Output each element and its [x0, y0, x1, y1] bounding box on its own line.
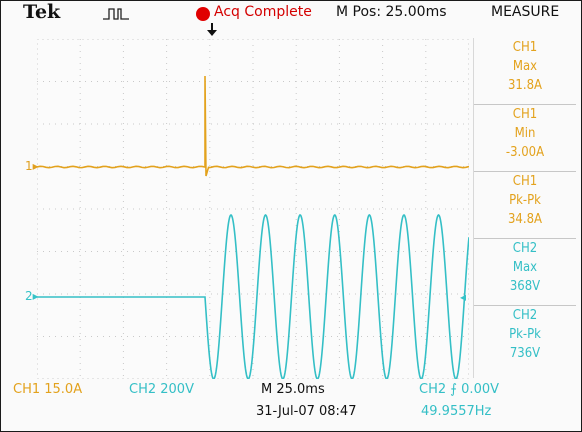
- trigger-level-marker: ◂: [460, 290, 467, 304]
- measure-channel: CH1: [512, 107, 538, 122]
- trigger-frequency: 49.9557Hz: [421, 404, 492, 419]
- horizontal-position: M Pos: 25.00ms: [336, 4, 447, 20]
- ch1-waveform: [37, 75, 469, 177]
- measure-value: 31.8A: [507, 78, 543, 93]
- trigger-position-icon: [207, 23, 217, 36]
- measure-value: 34.8A: [507, 212, 543, 227]
- measure-label: Pk-Pk: [509, 327, 541, 342]
- measure-ch2-max[interactable]: CH2 Max 368V: [474, 239, 576, 306]
- measure-menu-title[interactable]: MEASURE: [491, 4, 560, 20]
- measure-ch2-pkpk[interactable]: CH2 Pk-Pk 736V: [474, 306, 576, 372]
- ch1-scale: CH1 15.0A: [13, 382, 83, 397]
- acquisition-status: Acq Complete: [214, 4, 312, 20]
- status-bar: Tek Acq Complete M Pos: 25.00ms MEASURE: [1, 1, 582, 27]
- timebase: M 25.0ms: [261, 382, 325, 397]
- measure-ch1-max[interactable]: CH1 Max 31.8A: [474, 38, 576, 105]
- measure-ch1-pkpk[interactable]: CH1 Pk-Pk 34.8A: [474, 172, 576, 239]
- measure-value: 368V: [509, 279, 541, 294]
- trigger-setting: CH2 ⨍ 0.00V: [419, 382, 499, 397]
- ch1-ground-marker: 1▸: [25, 159, 39, 173]
- ch2-scale: CH2 200V: [129, 382, 194, 397]
- measure-channel: CH2: [512, 241, 538, 256]
- brand-logo: Tek: [23, 1, 61, 23]
- datetime: 31-Jul-07 08:47: [256, 404, 357, 419]
- measure-label: Pk-Pk: [509, 193, 541, 208]
- waveform-canvas: [37, 39, 469, 379]
- measure-label: Max: [512, 59, 538, 74]
- acquisition-status-icon: [196, 7, 210, 21]
- measure-value: -3.00A: [505, 145, 545, 160]
- ch2-ground-marker: 2▸: [25, 289, 39, 303]
- measure-panel: CH1 Max 31.8A CH1 Min -3.00A CH1 Pk-Pk 3…: [473, 38, 576, 378]
- ch2-waveform: [37, 214, 469, 379]
- measure-channel: CH1: [512, 174, 538, 189]
- graticule-border: [37, 39, 469, 379]
- waveform-graticule: [37, 39, 469, 379]
- measure-ch1-min[interactable]: CH1 Min -3.00A: [474, 105, 576, 172]
- measure-channel: CH2: [512, 308, 538, 323]
- settings-bar: CH1 15.0A CH2 200V M 25.0ms CH2 ⨍ 0.00V …: [1, 379, 582, 431]
- measure-label: Min: [514, 126, 536, 141]
- trigger-type-icon: [103, 8, 129, 20]
- measure-channel: CH1: [512, 40, 538, 55]
- measure-label: Max: [512, 260, 538, 275]
- measure-value: 736V: [509, 346, 541, 361]
